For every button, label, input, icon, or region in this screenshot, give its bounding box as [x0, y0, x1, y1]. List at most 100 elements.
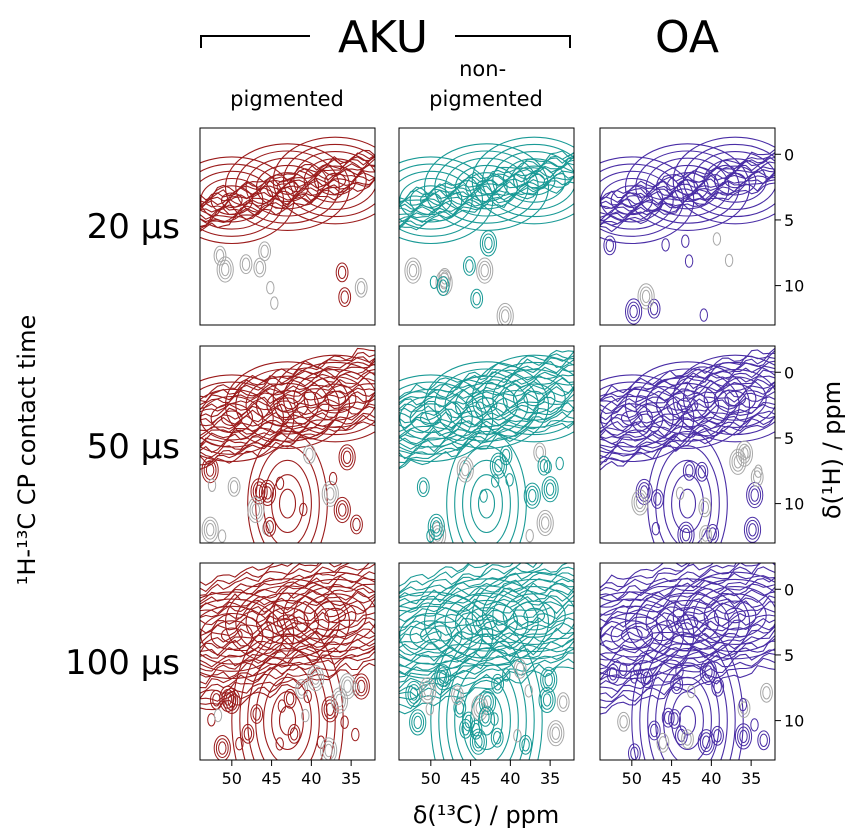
- peak-contour: [671, 474, 704, 534]
- island-contour: [499, 445, 513, 466]
- band-line: [200, 563, 295, 593]
- island-contour: [323, 699, 337, 720]
- island-contour: [337, 265, 347, 280]
- island-contour: [287, 724, 301, 744]
- peak-contour: [231, 618, 344, 760]
- island-contour: [545, 482, 555, 496]
- peak-contour: [620, 627, 643, 643]
- peak-contour: [693, 586, 775, 645]
- negative-contour: [687, 684, 696, 699]
- peak-contour: [399, 156, 494, 245]
- island-contour: [606, 664, 620, 684]
- island-contour: [213, 735, 231, 760]
- peak-contour: [200, 381, 285, 455]
- island-contour: [651, 489, 664, 509]
- panel-frame: [599, 562, 776, 761]
- island-contour: [215, 738, 229, 758]
- island-contour: [702, 735, 711, 749]
- band-line: [200, 351, 375, 403]
- peak-contour: [600, 163, 685, 237]
- island-contour: [489, 452, 507, 479]
- group-label-aku: AKU: [338, 12, 428, 63]
- negative-contour: [323, 483, 337, 504]
- island-contour: [697, 729, 715, 756]
- peak-contour: [210, 185, 254, 216]
- peak-contour: [600, 156, 695, 245]
- island-contour: [258, 479, 277, 506]
- y-tick-label: 0: [784, 580, 794, 599]
- band-line: [600, 166, 775, 215]
- island-contour: [470, 288, 484, 309]
- peak-contour: [293, 369, 375, 428]
- island-contour: [681, 528, 691, 542]
- island-contour: [434, 664, 452, 691]
- contours-r1-c1: [399, 349, 574, 543]
- negative-contour: [270, 296, 279, 310]
- peak-contour: [313, 600, 357, 631]
- negative-contour: [656, 732, 670, 753]
- peak-contour: [200, 598, 285, 672]
- island-contour: [608, 667, 618, 681]
- island-contour: [482, 233, 495, 254]
- island-contour: [472, 731, 485, 752]
- island-contour: [679, 524, 693, 543]
- negative-contour: [203, 519, 217, 540]
- island-contour: [677, 521, 695, 543]
- aku-bracket-left: [200, 35, 310, 48]
- peak-contour: [220, 627, 243, 643]
- peak-contour: [454, 445, 519, 543]
- peak-contour: [600, 177, 664, 223]
- band-line: [399, 563, 538, 598]
- peak-contour: [454, 382, 519, 428]
- peak-contour: [224, 578, 351, 666]
- island-contour: [201, 457, 219, 484]
- panel-r2-c0: 50 45 40 35: [199, 562, 376, 788]
- island-contour: [675, 725, 688, 746]
- island-contour: [541, 476, 559, 503]
- peak-contour: [645, 592, 730, 652]
- peak-contour: [645, 375, 730, 435]
- negative-contour: [324, 743, 333, 758]
- island-contour: [357, 679, 366, 694]
- band-line: [399, 572, 574, 623]
- island-contour: [523, 482, 541, 509]
- x-tick-label: 50: [622, 769, 642, 788]
- negative-contour: [631, 489, 649, 516]
- band-line: [399, 166, 574, 216]
- island-contour: [699, 658, 718, 686]
- peak-contour: [502, 158, 566, 203]
- island-contour: [757, 730, 771, 751]
- band-line: [399, 658, 574, 710]
- negative-contour: [559, 695, 568, 709]
- island-contour: [702, 662, 715, 682]
- negative-contour: [297, 682, 306, 696]
- band-line: [399, 652, 574, 700]
- negative-contour: [423, 683, 432, 698]
- island-contour: [411, 712, 425, 733]
- island-contour: [734, 723, 753, 750]
- band-line: [600, 156, 775, 206]
- peak-contour: [278, 488, 297, 519]
- island-contour: [261, 483, 274, 503]
- group-label-oa: OA: [655, 12, 719, 63]
- peak-contour: [200, 388, 274, 448]
- island-contour: [640, 485, 649, 499]
- peak-contour: [512, 383, 556, 414]
- peak-contour: [282, 578, 375, 653]
- peak-contour: [278, 705, 297, 736]
- island-contour: [737, 726, 750, 747]
- peak-contour: [647, 647, 728, 760]
- negative-contour: [421, 680, 435, 701]
- band-line: [200, 164, 375, 217]
- negative-contour: [309, 668, 323, 688]
- island-contour: [438, 279, 448, 293]
- peak-contour: [200, 612, 264, 658]
- band-line: [200, 583, 375, 634]
- island-contour: [350, 514, 363, 535]
- y-tick-label: 10: [784, 495, 804, 514]
- island-contour: [289, 727, 299, 741]
- band-line: [200, 563, 371, 610]
- peak-contour: [423, 143, 550, 231]
- column-label-non-pigmented-line2: pigmented: [429, 87, 543, 111]
- peak-contour: [610, 403, 654, 434]
